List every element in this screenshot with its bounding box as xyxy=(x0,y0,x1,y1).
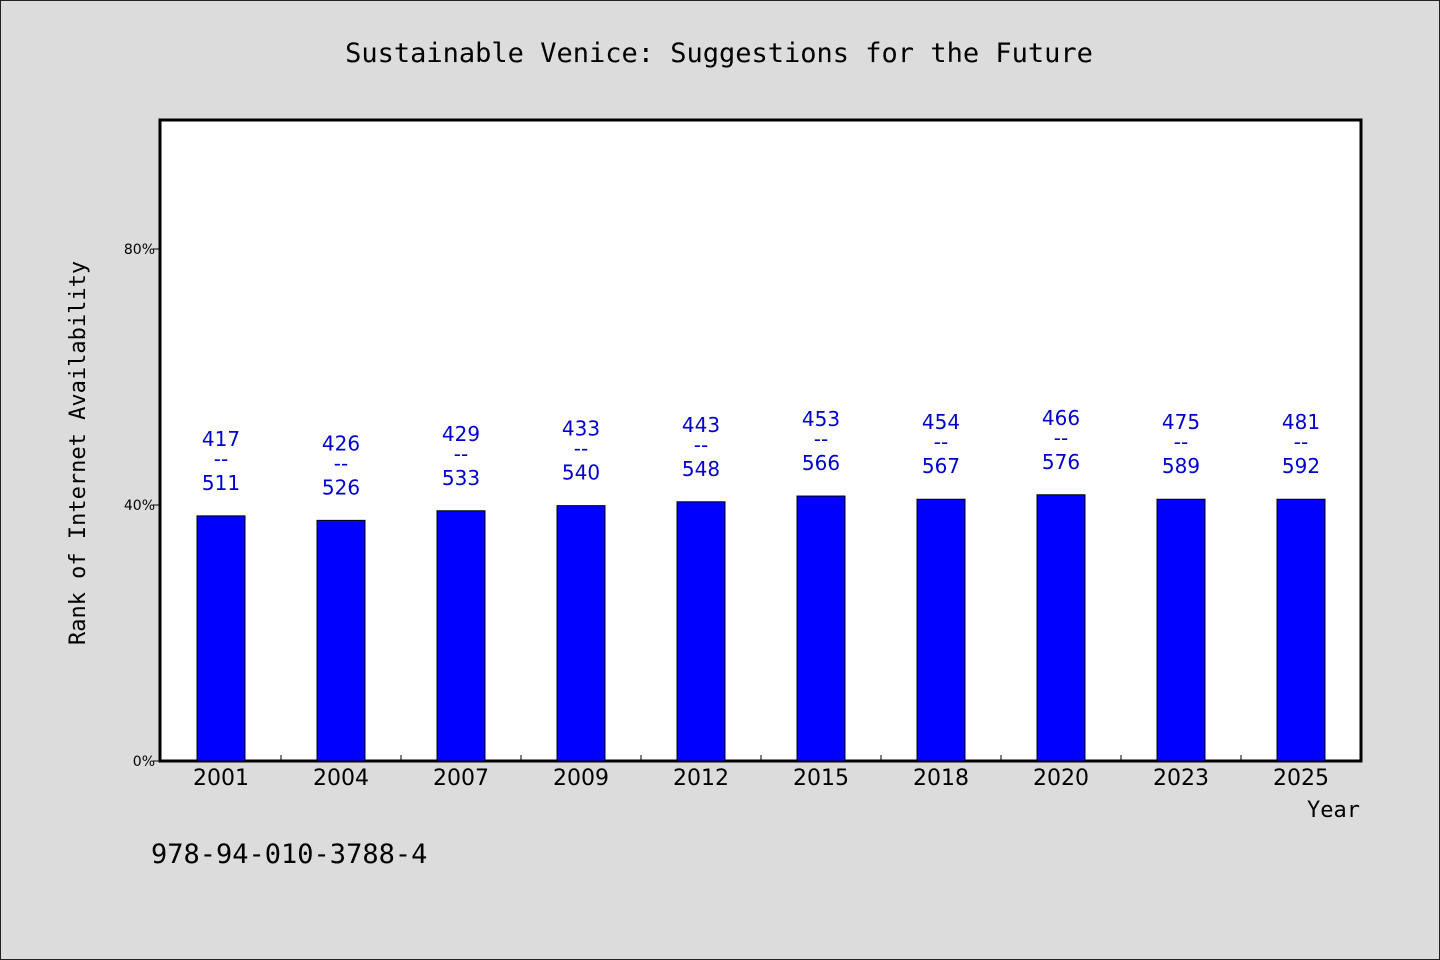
data-label-separator: -- xyxy=(1294,430,1308,454)
data-label-separator: -- xyxy=(214,447,228,471)
bar-2025 xyxy=(1276,498,1326,762)
data-label-separator: -- xyxy=(1174,430,1188,454)
y-tick-label: 40% xyxy=(124,498,155,514)
x-axis-label: Year xyxy=(1307,798,1360,823)
bar-2012 xyxy=(676,501,726,762)
x-tick-label: 2015 xyxy=(793,766,849,791)
chart-title: Sustainable Venice: Suggestions for the … xyxy=(345,38,1093,69)
x-tick-label: 2001 xyxy=(193,766,249,791)
data-label-bottom: 548 xyxy=(682,457,720,481)
bar-2023 xyxy=(1156,498,1206,762)
bars-group xyxy=(196,494,1326,762)
data-label-bottom: 511 xyxy=(202,471,240,495)
y-tick-label: 80% xyxy=(124,242,155,258)
x-tick-label: 2018 xyxy=(913,766,969,791)
bar-2007 xyxy=(436,510,486,762)
data-label-bottom: 592 xyxy=(1282,454,1320,478)
data-label-bottom: 526 xyxy=(322,475,360,499)
data-label-top: 481 xyxy=(1282,410,1320,434)
bar-2020 xyxy=(1036,494,1086,762)
data-labels-group: 417--511426--526429--533433--540443--548… xyxy=(202,406,1320,500)
data-label-bottom: 567 xyxy=(922,454,960,478)
bar-2015 xyxy=(796,495,846,762)
x-tick-label: 2023 xyxy=(1153,766,1209,791)
data-label-top: 429 xyxy=(442,422,480,446)
data-label-separator: -- xyxy=(694,433,708,457)
isbn-footnote: 978-94-010-3788-4 xyxy=(151,839,427,870)
x-tick-label: 2009 xyxy=(553,766,609,791)
data-label-separator: -- xyxy=(934,430,948,454)
x-tick-label: 2012 xyxy=(673,766,729,791)
data-label-bottom: 566 xyxy=(802,451,840,475)
data-label-top: 466 xyxy=(1042,406,1080,430)
data-label-top: 426 xyxy=(322,431,360,455)
bar-2004 xyxy=(316,519,366,762)
bar-2009 xyxy=(556,505,606,762)
data-label-bottom: 576 xyxy=(1042,450,1080,474)
y-tick-label: 0% xyxy=(133,754,155,770)
data-label-separator: -- xyxy=(454,442,468,466)
data-label-top: 475 xyxy=(1162,410,1200,434)
x-tick-label: 2004 xyxy=(313,766,369,791)
data-label-bottom: 589 xyxy=(1162,454,1200,478)
data-label-separator: -- xyxy=(334,451,348,475)
bar-2018 xyxy=(916,498,966,762)
y-axis-label: Rank of Internet Availability xyxy=(66,261,91,645)
data-label-top: 453 xyxy=(802,407,840,431)
data-label-separator: -- xyxy=(1054,426,1068,450)
data-label-top: 417 xyxy=(202,427,240,451)
bar-2001 xyxy=(196,515,246,762)
x-tick-label: 2020 xyxy=(1033,766,1089,791)
y-axis: 0% 40% 80% xyxy=(124,242,161,770)
data-label-top: 454 xyxy=(922,410,960,434)
x-tick-label: 2007 xyxy=(433,766,489,791)
data-label-top: 443 xyxy=(682,413,720,437)
data-label-separator: -- xyxy=(814,427,828,451)
x-axis: 2001 2004 2007 2009 2012 2015 2018 2020 2023 2025 xyxy=(193,755,1329,791)
data-label-top: 433 xyxy=(562,417,600,441)
data-label-bottom: 533 xyxy=(442,466,480,490)
data-label-separator: -- xyxy=(574,437,588,461)
x-tick-label: 2025 xyxy=(1273,766,1329,791)
data-label-bottom: 540 xyxy=(562,461,600,485)
